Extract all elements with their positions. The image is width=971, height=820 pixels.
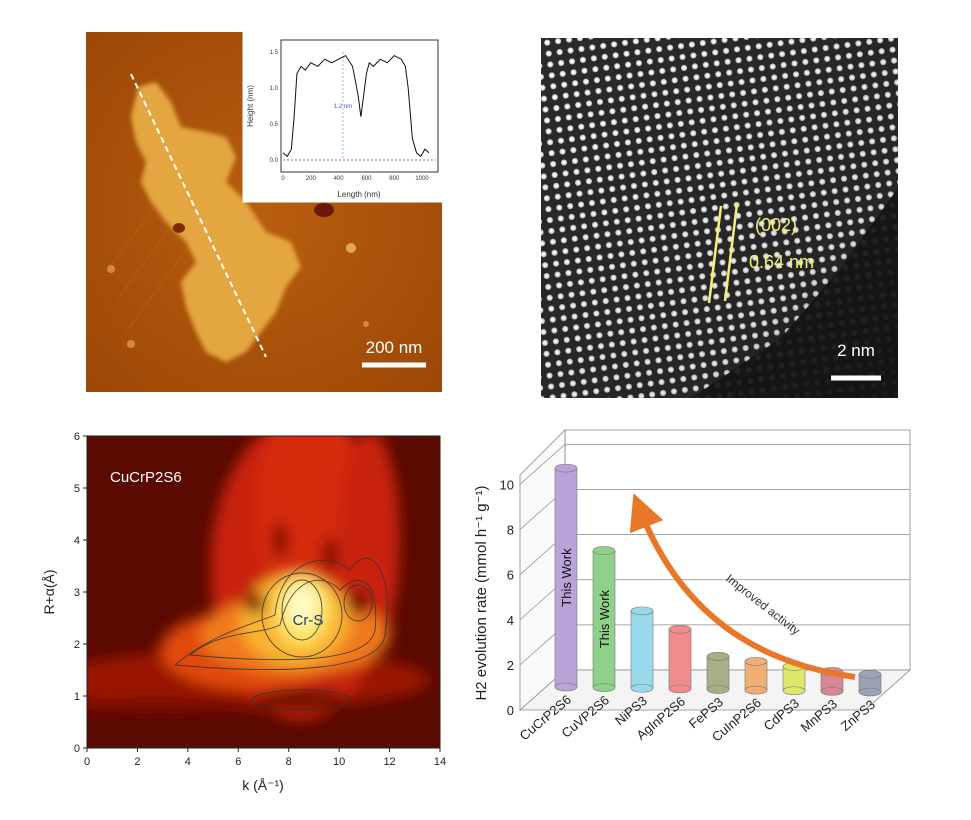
y-tick-label: 3 <box>74 587 80 599</box>
bar-bottom <box>554 682 578 692</box>
inset-x-tick: 200 <box>306 176 317 182</box>
y-tick-label: 0 <box>507 703 514 718</box>
x-tick-label: 14 <box>434 756 446 768</box>
bar-bottom <box>858 687 882 697</box>
bar-top <box>630 606 654 616</box>
bar-top <box>744 657 768 666</box>
bar-top <box>668 624 692 634</box>
inset-y-tick: 0.0 <box>270 158 279 164</box>
grid-line-side <box>519 444 566 485</box>
scale-bar-label: 2 nm <box>837 341 875 360</box>
y-tick-label: 2 <box>507 658 514 673</box>
sample-label: CuCrP2S6 <box>110 469 182 486</box>
bar-bottom <box>820 687 844 696</box>
bar-inner-label: This Work <box>597 589 612 648</box>
lattice-line-1 <box>707 205 723 304</box>
y-tick-label: 6 <box>74 431 80 443</box>
activity-arrow <box>629 493 856 680</box>
haadf-panel: (002) 0.64 nm 2 nm <box>541 38 898 398</box>
bar <box>630 610 654 689</box>
y-tick-label: 6 <box>507 568 514 583</box>
bar-bottom <box>744 685 768 695</box>
inset-y-tick: 1.5 <box>270 50 279 56</box>
inset-x-tick: 600 <box>361 176 372 182</box>
afm-defect <box>314 203 334 217</box>
inset-y-tick: 1.0 <box>270 86 279 92</box>
y-tick-label: 10 <box>500 477 514 492</box>
bar-top <box>706 652 730 661</box>
x-tick-label: 0 <box>84 756 90 768</box>
bar <box>668 628 692 690</box>
peak-label: Cr-S <box>293 612 324 629</box>
x-axis-label: k (Å⁻¹) <box>242 777 284 793</box>
lattice-line-2 <box>723 203 739 302</box>
inset-x-tick: 800 <box>389 176 400 182</box>
y-tick-label: 2 <box>74 639 80 651</box>
h2-panel: 0 2 4 6 8 10 This Work This Work CuCrP2S6 CuVP2… <box>470 415 940 815</box>
afm-image: 200 nm Length (nm) Height (nm) 0 200 400 60… <box>86 31 443 392</box>
y-tick-label: 4 <box>74 535 80 547</box>
inset-xlabel: Length (nm) <box>337 190 380 199</box>
x-tick-label: 10 <box>333 756 345 768</box>
afm-panel: 200 nm Length (nm) Height (nm) 0 200 400 60… <box>86 31 443 392</box>
bar-bottom <box>592 683 616 692</box>
haadf-image: (002) 0.64 nm 2 nm <box>541 38 898 398</box>
profile-line <box>130 73 267 358</box>
contour-lines <box>173 557 388 711</box>
inset-ylabel: Height (nm) <box>246 85 255 127</box>
x-tick-label: 8 <box>286 756 292 768</box>
x-tick-label: 12 <box>383 756 395 768</box>
bar-bottom <box>706 685 730 694</box>
inset-x-tick: 400 <box>334 176 345 182</box>
y-tick-label: 0 <box>74 743 80 755</box>
y-axis-label: H2 evolution rate (mmol h⁻¹ g⁻¹) <box>473 485 490 700</box>
x-tick-label: 2 <box>134 756 140 768</box>
y-tick-label: 4 <box>507 613 514 628</box>
bar-top <box>858 670 882 679</box>
spacing-label: 0.64 nm <box>749 252 814 272</box>
height-annotation: 1.2 nm <box>334 104 352 110</box>
scale-bar-label: 200 nm <box>366 338 423 357</box>
y-axis-label: R+α(Å) <box>41 569 57 614</box>
height-profile-series <box>282 54 430 158</box>
bar-bottom <box>782 686 806 696</box>
y-tick-label: 8 <box>507 523 514 538</box>
bar-bottom <box>630 683 654 693</box>
plane-label: (002) <box>755 215 797 235</box>
bar-bottom <box>668 684 692 694</box>
inset-x-tick: 0 <box>281 176 285 182</box>
bar-top <box>592 546 616 555</box>
afm-inset: Length (nm) Height (nm) 0 200 400 600 800 100… <box>242 31 443 203</box>
bar <box>744 661 768 691</box>
x-tick-label: 6 <box>235 756 241 768</box>
y-tick-label: 5 <box>74 483 80 495</box>
bar <box>706 656 730 690</box>
inset-x-tick: 1000 <box>415 176 429 182</box>
inset-y-tick: 0.5 <box>270 122 279 128</box>
bar-inner-label: This Work <box>559 548 574 607</box>
y-tick-label: 1 <box>74 691 80 703</box>
x-tick-label: 4 <box>185 756 191 768</box>
bar-top <box>554 463 578 473</box>
